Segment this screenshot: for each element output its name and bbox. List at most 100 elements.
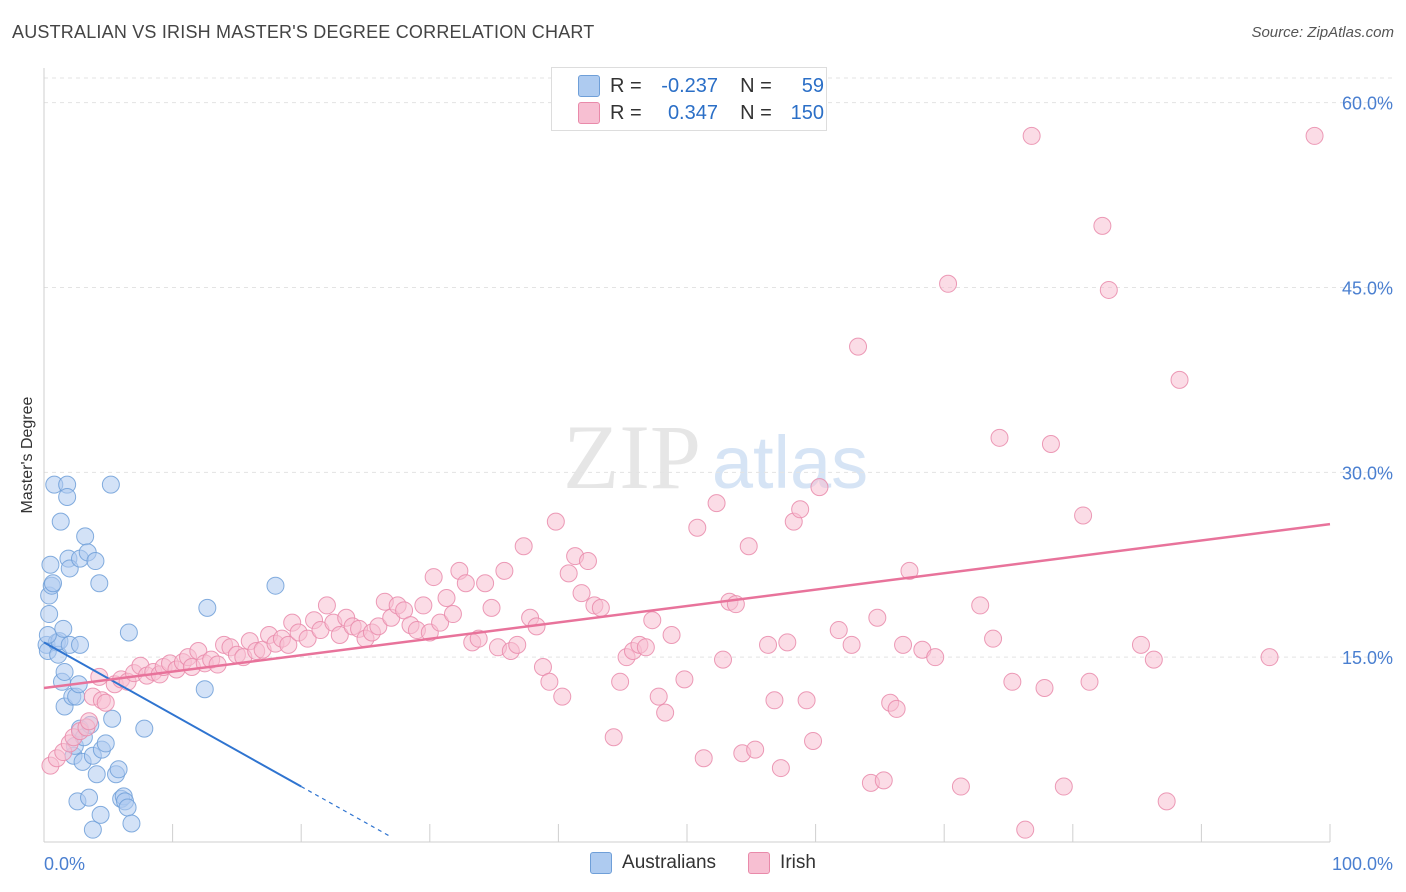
data-point (656, 703, 675, 722)
watermark: ZIP atlas (563, 406, 868, 508)
data-point (1099, 280, 1118, 299)
data-point (868, 608, 887, 627)
data-point (476, 574, 495, 593)
data-point (437, 589, 456, 608)
data-point (118, 798, 137, 817)
trend-lines (43, 522, 1331, 838)
data-point (443, 605, 462, 624)
data-point (887, 699, 906, 718)
data-point (849, 337, 868, 356)
data-point (1041, 434, 1060, 453)
data-point (649, 687, 668, 706)
legend-n-value: 150 (790, 101, 824, 124)
data-point (1170, 370, 1189, 389)
data-point (91, 805, 110, 824)
data-point (101, 475, 120, 494)
y-axis-label: Master's Degree (19, 396, 36, 514)
data-point (76, 527, 95, 546)
legend-item-irish[interactable]: Irish (748, 852, 816, 874)
trend-line-irish (43, 522, 1331, 690)
watermark-zip: ZIP (563, 406, 701, 508)
data-point (80, 712, 99, 731)
trend-line-australians (43, 641, 302, 788)
y-tick-label: 45.0% (1342, 278, 1393, 298)
data-point (482, 598, 501, 617)
data-point (44, 574, 63, 593)
data-point (540, 672, 559, 691)
data-point (804, 731, 823, 750)
data-point (96, 693, 115, 712)
data-point (546, 512, 565, 531)
data-point (122, 814, 141, 833)
series-legend: Australians Irish (0, 852, 1406, 874)
data-point (1260, 648, 1279, 667)
data-point (1054, 777, 1073, 796)
data-point (369, 617, 388, 636)
data-point (707, 494, 726, 513)
data-point (739, 537, 758, 556)
data-point (279, 635, 298, 654)
data-point (1003, 672, 1022, 691)
data-point (71, 635, 90, 654)
y-tick-label: 30.0% (1342, 463, 1393, 483)
legend-item-australians[interactable]: Australians (590, 852, 716, 874)
data-point (591, 598, 610, 617)
data-point (578, 552, 597, 571)
data-point (611, 672, 630, 691)
data-point (951, 777, 970, 796)
chart-title: AUSTRALIAN VS IRISH MASTER'S DEGREE CORR… (12, 22, 595, 42)
legend-n-value: 59 (801, 74, 824, 97)
data-point (55, 662, 74, 681)
source-note: Source: ZipAtlas.com (1251, 24, 1394, 41)
legend-swatch-australians (590, 852, 613, 874)
data-point (694, 749, 713, 768)
series-irish (41, 126, 1324, 839)
data-point (330, 625, 349, 644)
data-point (662, 625, 681, 644)
data-point (765, 691, 784, 710)
data-point (636, 638, 655, 657)
data-point (41, 555, 60, 574)
legend-n-label: N = (740, 74, 772, 97)
data-point (604, 728, 623, 747)
data-point (643, 611, 662, 630)
x-tick-label-max: 100.0% (1332, 854, 1393, 874)
data-point (688, 518, 707, 537)
data-point (96, 734, 115, 753)
correlation-legend: R = -0.237 N = 59 R = 0.347 N = 150 (551, 67, 827, 131)
data-point (874, 771, 893, 790)
data-point (514, 537, 533, 556)
data-point (119, 623, 138, 642)
data-point (135, 719, 154, 738)
legend-swatch-australians (578, 75, 600, 97)
data-point (58, 487, 77, 506)
data-point (778, 633, 797, 652)
data-point (939, 274, 958, 293)
data-point (456, 574, 475, 593)
data-point (714, 650, 733, 669)
gridlines (44, 77, 1395, 658)
x-tick-label-min: 0.0% (44, 854, 85, 874)
data-point (1080, 672, 1099, 691)
data-point (900, 561, 919, 580)
data-point (675, 670, 694, 689)
data-point (1022, 126, 1041, 145)
data-point (109, 760, 128, 779)
data-point (317, 596, 336, 615)
legend-label-irish: Irish (780, 852, 816, 873)
data-point (559, 564, 578, 583)
y-tick-label: 15.0% (1342, 648, 1393, 668)
data-point (54, 619, 73, 638)
legend-r-label: R = (610, 74, 642, 97)
data-point (86, 552, 105, 571)
data-point (971, 596, 990, 615)
data-point (829, 621, 848, 640)
legend-row-australians: R = -0.237 N = 59 (578, 73, 824, 99)
data-point (791, 500, 810, 519)
data-point (771, 759, 790, 778)
data-point (195, 680, 214, 699)
legend-swatch-irish (748, 852, 771, 874)
data-point (103, 709, 122, 728)
legend-swatch-irish (578, 102, 600, 124)
